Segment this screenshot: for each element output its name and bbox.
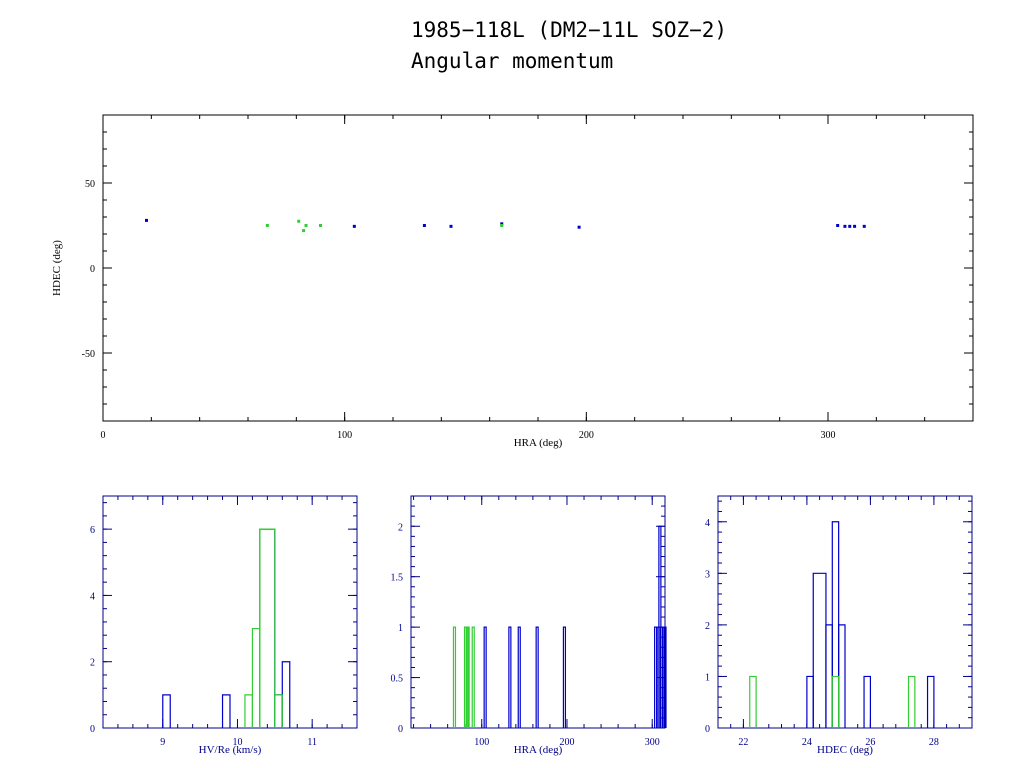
histogram-bin — [863, 675, 871, 728]
y-tick-label: 6 — [90, 525, 95, 536]
histogram-hra-panel: 100 200 300 0 0.5 1 1.5 2 HRA (deg) — [391, 495, 667, 756]
y-tick-label: 2 — [398, 522, 403, 533]
x-tick-label: 100 — [474, 737, 489, 748]
x-tick-label: 22 — [738, 737, 748, 748]
plot-frame — [102, 114, 974, 422]
histogram-bin — [749, 675, 757, 728]
scatter-point — [145, 218, 148, 222]
scatter-point — [500, 224, 504, 227]
histogram-bar — [466, 626, 470, 728]
scatter-point — [352, 224, 356, 228]
scatter-point — [853, 224, 857, 228]
histogram-bin — [907, 675, 916, 728]
histogram-hdec-panel: 22 24 26 28 0 1 2 3 4 HDEC (deg) — [705, 495, 973, 756]
histogram-bar — [452, 626, 457, 728]
scatter-point — [302, 229, 306, 233]
x-axis-label: HV/Re (km/s) — [199, 744, 262, 756]
scatter-point — [848, 224, 852, 228]
y-tick-label: 0 — [90, 264, 95, 275]
histogram-bin — [281, 661, 291, 728]
x-tick-label: 10 — [232, 737, 242, 748]
scatter-point — [304, 224, 308, 227]
scatter-point — [319, 224, 322, 227]
x-tick-label: 200 — [579, 430, 594, 441]
histogram-bar — [471, 626, 475, 728]
histogram-bin — [806, 675, 814, 728]
y-tick-label: 2 — [705, 621, 710, 632]
histogram-bar — [535, 626, 539, 728]
y-tick-label: 50 — [85, 179, 95, 190]
y-tick-label: 0 — [398, 724, 403, 735]
scatter-point — [577, 225, 581, 229]
y-tick-label: 0 — [705, 724, 710, 735]
y-tick-label: 1.5 — [391, 573, 404, 584]
histogram-bin — [825, 624, 833, 728]
histogram-bin — [259, 528, 276, 728]
plot-frame — [102, 495, 358, 729]
scatter-panel: 0 100 200 300 -50 0 50 HRA (deg) HDEC (deg) — [51, 114, 974, 449]
x-axis-label: HRA (deg) — [514, 437, 563, 449]
histogram-bar — [483, 626, 487, 728]
histogram-bar — [659, 626, 664, 728]
y-tick-label: 2 — [90, 658, 95, 669]
histogram-bar — [654, 626, 658, 728]
x-tick-label: 9 — [160, 737, 165, 748]
histogram-bin — [274, 694, 283, 728]
histogram-bin — [259, 528, 276, 728]
histogram-bin — [244, 694, 254, 728]
histogram-bar — [508, 626, 512, 728]
scatter-point — [422, 224, 426, 227]
histogram-bar — [562, 626, 567, 728]
x-tick-label: 24 — [802, 737, 812, 748]
scatter-point — [836, 224, 840, 227]
x-tick-label: 11 — [307, 737, 317, 748]
y-tick-label: 1 — [398, 623, 403, 634]
y-axis-label: HDEC (deg) — [51, 240, 63, 296]
histogram-bin — [838, 624, 846, 728]
y-tick-label: 1 — [705, 672, 710, 683]
histogram-bin — [162, 694, 171, 728]
x-axis-label: HDEC (deg) — [817, 744, 873, 756]
scatter-point — [862, 224, 866, 228]
x-tick-label: 100 — [337, 430, 352, 441]
histogram-bin — [831, 521, 840, 728]
y-tick-label: 0 — [90, 724, 95, 735]
histogram-bin — [812, 572, 827, 728]
y-tick-label: 3 — [705, 569, 710, 580]
y-tick-label: 4 — [90, 591, 95, 602]
scatter-point — [297, 219, 301, 223]
x-tick-label: 0 — [101, 430, 106, 441]
histogram-bin — [926, 675, 935, 728]
histogram-bar — [663, 626, 667, 728]
scatter-point — [843, 224, 847, 228]
scatter-point — [500, 222, 504, 226]
x-tick-label: 26 — [865, 737, 875, 748]
scatter-point — [449, 224, 453, 228]
histogram-bin — [831, 675, 840, 728]
x-tick-label: 300 — [645, 737, 660, 748]
chart-title: 1985−118L (DM2−11L SOZ−2) — [411, 18, 727, 42]
histogram-bin — [274, 694, 283, 728]
x-tick-label: 300 — [821, 430, 836, 441]
x-tick-label: 28 — [929, 737, 939, 748]
histogram-bin — [221, 694, 231, 728]
histogram-bin — [251, 627, 261, 728]
scatter-point — [265, 224, 269, 227]
histogram-bar — [517, 626, 521, 728]
histogram-hv-panel: 9 10 11 0 2 4 6 HV/Re (km/s) — [90, 495, 358, 756]
y-tick-label: 0.5 — [391, 674, 404, 685]
y-tick-label: -50 — [82, 349, 95, 360]
chart-subtitle: Angular momentum — [411, 49, 613, 73]
x-tick-label: 200 — [559, 737, 574, 748]
y-tick-label: 4 — [705, 518, 710, 529]
x-axis-label: HRA (deg) — [514, 744, 563, 756]
